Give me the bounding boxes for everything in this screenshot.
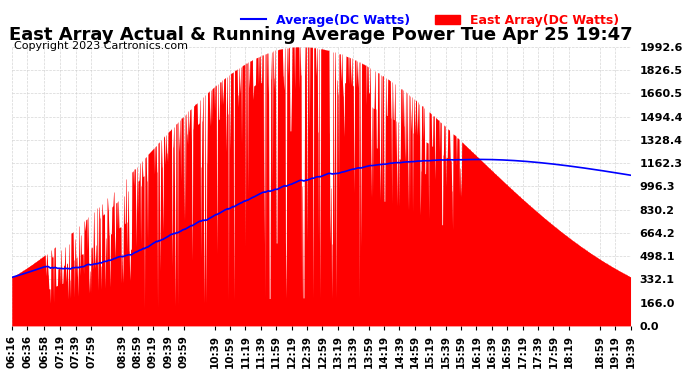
Text: Copyright 2023 Cartronics.com: Copyright 2023 Cartronics.com [14, 41, 188, 51]
Legend: Average(DC Watts), East Array(DC Watts): Average(DC Watts), East Array(DC Watts) [236, 9, 624, 32]
Title: East Array Actual & Running Average Power Tue Apr 25 19:47: East Array Actual & Running Average Powe… [10, 26, 633, 44]
